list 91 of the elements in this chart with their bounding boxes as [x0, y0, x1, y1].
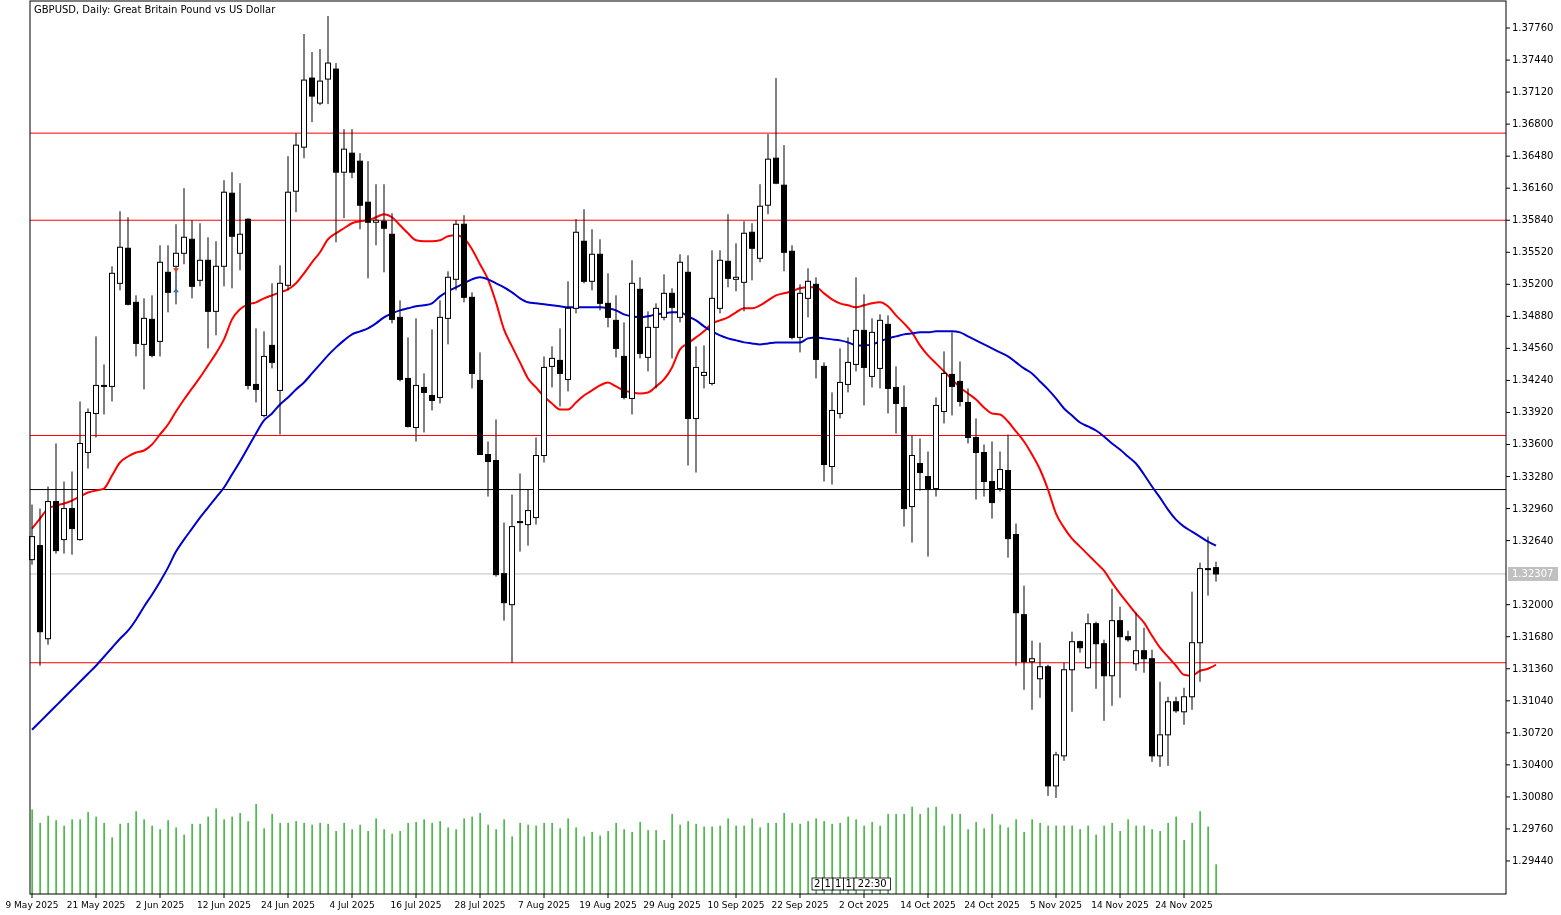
x-tick-label: 21 May 2025	[66, 900, 126, 910]
y-tick-label: 1.32640	[1512, 534, 1554, 546]
y-tick-label: 1.36800	[1512, 118, 1554, 130]
candlestick	[181, 187, 187, 265]
x-tick-label: 19 Aug 2025	[579, 900, 637, 910]
y-tick-label: 1.30400	[1512, 758, 1554, 770]
candlestick	[197, 222, 203, 287]
candlestick	[1133, 612, 1139, 672]
y-tick-label: 1.37760	[1512, 22, 1554, 34]
annotation: 2 1 1 1 22:30	[814, 878, 887, 889]
x-tick-label: 12 Jun 2025	[196, 900, 252, 910]
x-tick-label: 7 Aug 2025	[518, 900, 570, 910]
y-tick-label: 1.34880	[1512, 310, 1554, 322]
candlestick	[845, 336, 851, 393]
x-tick-label: 28 Jul 2025	[454, 900, 506, 910]
candlestick	[893, 365, 899, 434]
y-tick-label: 1.31360	[1512, 662, 1554, 674]
x-tick-label: 10 Sep 2025	[707, 900, 765, 910]
candlestick	[701, 344, 707, 389]
candlestick	[365, 160, 371, 279]
x-tick-label: 24 Jun 2025	[260, 900, 316, 910]
candlestick	[269, 282, 275, 369]
candlestick	[1141, 627, 1147, 674]
candlestick	[605, 272, 611, 328]
y-tick-label: 1.36480	[1512, 150, 1554, 162]
candlestick	[1093, 621, 1099, 690]
candlestick	[317, 48, 323, 106]
candlestick	[1029, 640, 1035, 711]
candlestick	[237, 182, 243, 271]
ref-line-label: 1.32307	[1512, 567, 1554, 579]
candlestick	[949, 331, 955, 416]
candlestick	[1213, 561, 1219, 583]
y-tick-label: 1.35520	[1512, 246, 1554, 258]
candlestick	[725, 213, 731, 288]
candlestick	[957, 360, 963, 407]
y-tick-label: 1.30720	[1512, 726, 1554, 738]
chart-title: GBPUSD, Daily: Great Britain Pound vs US Dollar	[34, 4, 277, 15]
candlestick	[557, 327, 563, 407]
y-tick-label: 1.29440	[1512, 854, 1554, 866]
y-tick-label: 1.37120	[1512, 86, 1554, 98]
y-tick-label: 1.32960	[1512, 502, 1554, 514]
x-tick-label: 24 Oct 2025	[964, 900, 1020, 910]
y-tick-label: 1.29760	[1512, 822, 1554, 834]
candlestick	[1037, 642, 1043, 699]
y-tick-label: 1.34560	[1512, 342, 1554, 354]
x-tick-label: 14 Oct 2025	[900, 900, 956, 910]
x-tick-label: 2 Jun 2025	[135, 900, 185, 910]
candlestick	[253, 327, 259, 403]
candlestick	[381, 183, 387, 273]
candlestick	[1157, 681, 1163, 768]
y-tick-label: 1.31040	[1512, 694, 1554, 706]
candlestick	[309, 51, 315, 123]
x-tick-label: 4 Jul 2025	[329, 900, 375, 910]
y-tick-label: 1.33920	[1512, 406, 1554, 418]
candlestick	[341, 128, 347, 219]
x-tick-label: 14 Nov 2025	[1091, 900, 1149, 910]
candlestick	[101, 363, 107, 415]
y-tick-label: 1.35840	[1512, 214, 1554, 226]
y-tick-label: 1.33280	[1512, 470, 1554, 482]
candlestick	[669, 287, 675, 359]
y-tick-label: 1.37440	[1512, 54, 1554, 66]
y-tick-label: 1.33600	[1512, 438, 1554, 450]
y-tick-label: 1.30080	[1512, 790, 1554, 802]
x-tick-label: 2 Oct 2025	[839, 900, 889, 910]
y-tick-label: 1.35200	[1512, 278, 1554, 290]
candlestick	[805, 267, 811, 318]
x-tick-label: 16 Jul 2025	[390, 900, 442, 910]
candlestick	[1181, 687, 1187, 726]
y-tick-label: 1.31680	[1512, 630, 1554, 642]
candlestick	[1125, 630, 1131, 643]
y-tick-label: 1.36160	[1512, 182, 1554, 194]
candlestick	[421, 372, 427, 433]
x-tick-label: 22 Sep 2025	[771, 900, 829, 910]
candlestick	[1117, 606, 1123, 699]
y-tick-label: 1.34240	[1512, 374, 1554, 386]
candlestick	[349, 128, 355, 179]
candlestick	[373, 183, 379, 246]
candlestick	[1205, 536, 1211, 597]
candlestick	[749, 222, 755, 281]
candlestick	[429, 328, 435, 411]
x-tick-label: 5 Nov 2025	[1030, 900, 1082, 910]
candlestick	[653, 302, 659, 389]
candlestick	[733, 242, 739, 292]
line-series	[31, 276, 1217, 731]
x-tick-label: 9 May 2025	[5, 900, 59, 910]
y-tick-label: 1.32000	[1512, 598, 1554, 610]
x-tick-label: 24 Nov 2025	[1155, 900, 1213, 910]
candlestick	[549, 345, 555, 388]
x-tick-label: 29 Aug 2025	[643, 900, 701, 910]
candlestick	[165, 244, 171, 313]
candlestick	[325, 15, 331, 105]
